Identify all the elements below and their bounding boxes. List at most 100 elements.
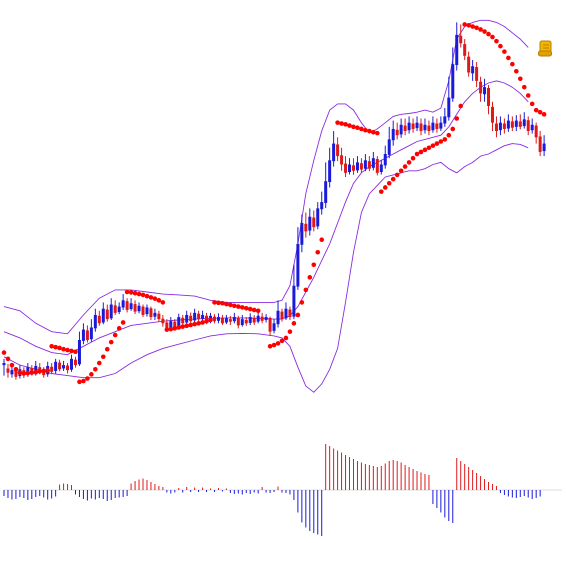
sar-point — [152, 296, 158, 301]
sar-point — [307, 275, 313, 280]
candle — [510, 116, 514, 132]
sar-point — [514, 68, 519, 74]
sar-point — [367, 128, 372, 134]
candle — [451, 47, 455, 102]
sar-point — [450, 126, 456, 132]
candle — [355, 156, 359, 173]
candle — [292, 264, 296, 320]
sar-point — [1, 350, 7, 355]
candle — [264, 314, 268, 323]
sar-point — [212, 300, 217, 305]
sar-point — [446, 132, 452, 138]
candle — [185, 310, 189, 325]
sar-point — [69, 348, 74, 354]
candle — [487, 85, 491, 115]
candle — [391, 120, 395, 146]
sar-point — [510, 61, 515, 67]
sar-point — [434, 141, 440, 146]
candle — [224, 314, 228, 325]
candle — [328, 147, 332, 188]
candle — [288, 306, 292, 320]
sar-point — [303, 287, 309, 293]
candle — [73, 356, 77, 368]
candle — [534, 122, 538, 144]
candle — [70, 354, 74, 372]
candle — [383, 145, 387, 169]
candle — [320, 191, 324, 215]
sar-point — [100, 354, 106, 360]
sar-point — [81, 378, 86, 384]
sar-point — [220, 300, 225, 306]
sar-point — [45, 368, 50, 373]
sar-point — [279, 338, 285, 344]
candle — [514, 115, 518, 132]
sar-point — [239, 305, 245, 310]
candle — [375, 156, 379, 176]
candle — [117, 302, 121, 315]
sar-point — [506, 55, 511, 61]
candle — [348, 158, 352, 175]
sar-point — [132, 290, 138, 296]
sar-point — [466, 22, 471, 28]
sar-point — [454, 116, 460, 121]
sar-point — [128, 290, 134, 295]
sar-point — [533, 107, 539, 113]
sar-point — [116, 326, 122, 331]
candle — [538, 131, 542, 157]
candle — [93, 308, 97, 332]
candle — [467, 51, 471, 77]
sar-point — [418, 149, 424, 155]
candle — [498, 116, 502, 136]
scroll-icon[interactable] — [538, 40, 554, 58]
sar-point — [33, 369, 39, 375]
sar-point — [359, 126, 364, 132]
candle — [471, 59, 475, 81]
sar-point — [398, 168, 404, 174]
candle — [403, 118, 407, 136]
oscillator-histogram — [3, 444, 541, 536]
sar-point — [204, 318, 209, 324]
candle — [411, 118, 415, 133]
price-panel — [1, 19, 547, 393]
candle — [161, 314, 165, 327]
candle — [506, 114, 510, 132]
sar-point — [29, 370, 35, 375]
candle — [455, 22, 459, 71]
sar-point — [25, 370, 31, 376]
sar-point — [148, 295, 154, 300]
sar-point — [156, 298, 162, 303]
sar-point — [172, 326, 178, 331]
candle — [280, 308, 284, 322]
sar-point — [482, 29, 487, 34]
candle — [308, 208, 312, 236]
sar-point — [180, 324, 186, 329]
candle — [181, 314, 185, 326]
candle — [459, 24, 463, 48]
candle — [490, 101, 494, 132]
sar-point — [541, 112, 547, 117]
candle — [494, 116, 498, 138]
candle — [351, 158, 355, 175]
candle — [105, 304, 109, 322]
sar-point — [490, 34, 495, 40]
candle — [304, 212, 308, 238]
sar-point — [438, 139, 444, 144]
sar-point — [378, 189, 384, 194]
candle — [336, 137, 340, 162]
sar-point — [486, 31, 491, 37]
sar-point — [394, 172, 400, 178]
candle — [344, 156, 348, 178]
sar-point — [108, 339, 114, 345]
sar-point — [232, 303, 237, 309]
candle — [324, 162, 328, 208]
candle — [419, 118, 423, 136]
candle — [526, 116, 530, 136]
sar-point — [9, 362, 15, 368]
sar-point — [517, 76, 523, 82]
candle — [149, 306, 153, 320]
sar-point — [291, 321, 297, 326]
sar-point — [104, 346, 110, 352]
candle — [316, 202, 320, 230]
sar-point — [65, 347, 70, 353]
candle — [443, 108, 447, 127]
